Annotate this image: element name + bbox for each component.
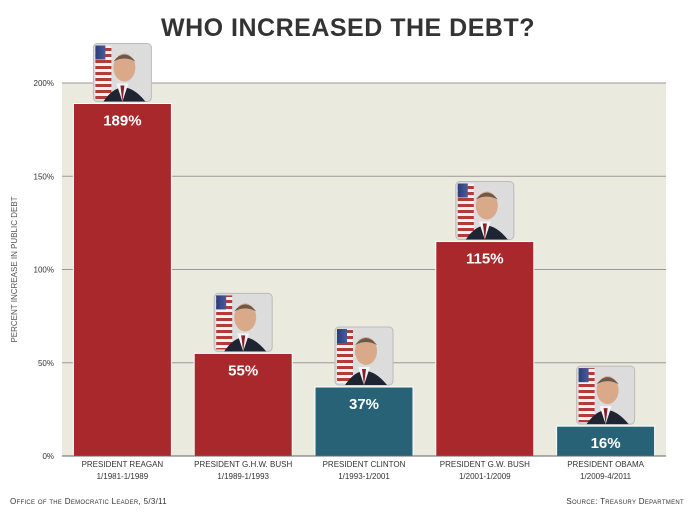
bar: [435, 241, 535, 457]
x-tick-sublabel: 1/2009-4/2011: [580, 472, 632, 481]
x-tick-label: PRESIDENT G.W. BUSH: [440, 460, 530, 469]
portrait-reagan-icon: [92, 43, 152, 103]
data-label: 115%: [466, 251, 504, 268]
x-tick-label: PRESIDENT OBAMA: [567, 460, 644, 469]
data-label: 16%: [591, 435, 621, 452]
x-tick-label: PRESIDENT CLINTON: [323, 460, 406, 469]
portrait-ghw-bush-icon: [213, 292, 273, 352]
y-tick-label: 0%: [42, 452, 54, 461]
x-tick-sublabel: 1/1993-1/2001: [338, 472, 390, 481]
footer-source: Source: Treasury Department: [566, 497, 684, 506]
portrait-gw-bush-icon: [455, 181, 515, 241]
bar: [72, 103, 172, 457]
bar: [193, 352, 293, 457]
y-tick-label: 50%: [38, 359, 54, 368]
footer-credit: Office of the Democratic Leader, 5/3/11: [10, 497, 168, 506]
data-label: 189%: [103, 113, 141, 130]
x-tick-label: PRESIDENT REAGAN: [82, 460, 164, 469]
data-label: 55%: [228, 362, 258, 379]
x-tick-sublabel: 1/2001-1/2009: [459, 472, 511, 481]
y-axis-label: PERCENT INCREASE IN PUBLIC DEBT: [10, 196, 19, 342]
y-tick-label: 150%: [34, 172, 54, 181]
y-tick-label: 200%: [34, 79, 54, 88]
portrait-obama-icon: [576, 365, 636, 425]
portrait-clinton-icon: [334, 326, 394, 386]
y-tick-label: 100%: [34, 266, 54, 275]
chart-title: WHO INCREASED THE DEBT?: [161, 14, 535, 42]
x-tick-label: PRESIDENT G.H.W. BUSH: [194, 460, 292, 469]
bar: [314, 386, 414, 457]
x-tick-sublabel: 1/1989-1/1993: [217, 472, 269, 481]
data-label: 37%: [349, 396, 379, 413]
x-tick-sublabel: 1/1981-1/1989: [97, 472, 149, 481]
bar: [556, 425, 656, 457]
